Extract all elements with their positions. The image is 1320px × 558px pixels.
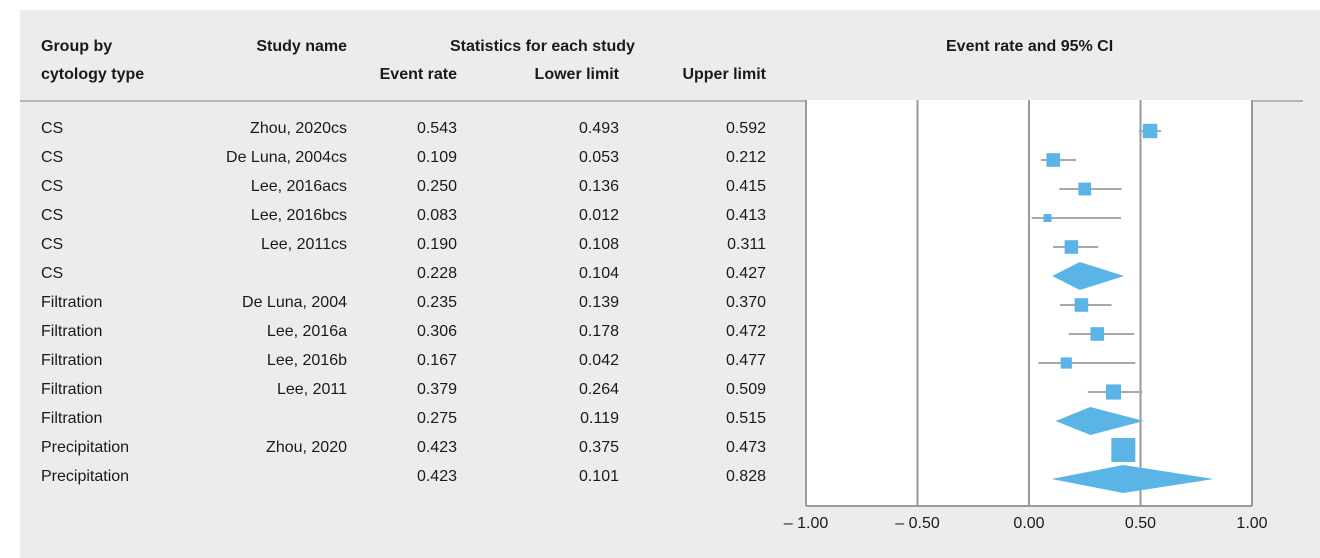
row-lower-limit: 0.264 (578, 381, 619, 398)
header-divider (20, 100, 1303, 102)
row-event-rate: 0.379 (416, 381, 457, 398)
x-tick-label: – 1.00 (784, 515, 829, 532)
row-upper-limit: 0.592 (725, 120, 766, 137)
row-study: Zhou, 2020cs (250, 120, 347, 137)
row-event-rate: 0.275 (416, 410, 457, 427)
summary-diamond (1055, 407, 1144, 435)
header-event-rate: Event rate (379, 66, 457, 83)
x-tick-label: 0.00 (1013, 515, 1044, 532)
row-study: Lee, 2016a (266, 323, 347, 340)
row-group: Filtration (41, 294, 103, 311)
row-upper-limit: 0.311 (727, 236, 766, 253)
row-lower-limit: 0.012 (578, 207, 619, 224)
row-study: Lee, 2016acs (250, 178, 347, 195)
study-marker (1111, 438, 1136, 462)
row-group: Filtration (41, 352, 103, 369)
row-lower-limit: 0.053 (578, 149, 619, 166)
data-marks (1031, 123, 1214, 493)
row-lower-limit: 0.139 (578, 294, 619, 311)
row-lower-limit: 0.493 (578, 120, 619, 137)
row-event-rate: 0.228 (416, 265, 457, 282)
x-tick-label: – 0.50 (895, 515, 940, 532)
row-upper-limit: 0.415 (725, 178, 766, 195)
study-marker (1064, 240, 1079, 254)
row-event-rate: 0.190 (416, 236, 457, 253)
summary-diamond (1052, 262, 1125, 290)
row-event-rate: 0.167 (416, 352, 457, 369)
row-study: De Luna, 2004cs (226, 149, 347, 166)
row-study: Lee, 2016b (266, 352, 347, 369)
row-event-rate: 0.423 (416, 439, 457, 456)
row-upper-limit: 0.509 (725, 381, 766, 398)
row-event-rate: 0.083 (416, 207, 457, 224)
row-group: CS (41, 207, 64, 224)
row-group: Precipitation (41, 439, 130, 456)
header-study-name: Study name (256, 38, 347, 55)
summary-diamond (1051, 465, 1214, 493)
gridlines (805, 100, 1253, 506)
study-marker (1090, 327, 1105, 341)
row-lower-limit: 0.178 (578, 323, 619, 340)
row-lower-limit: 0.104 (578, 265, 619, 282)
row-upper-limit: 0.472 (725, 323, 766, 340)
study-marker (1060, 357, 1072, 369)
row-study: Lee, 2011 (277, 381, 347, 398)
row-group: CS (41, 178, 64, 195)
row-group: CS (41, 149, 64, 166)
row-lower-limit: 0.375 (578, 439, 619, 456)
row-group: Filtration (41, 410, 103, 427)
x-tick-label: 1.00 (1236, 515, 1267, 532)
row-group: Filtration (41, 381, 103, 398)
row-lower-limit: 0.136 (578, 178, 619, 195)
row-lower-limit: 0.119 (580, 410, 619, 427)
row-lower-limit: 0.101 (578, 468, 619, 485)
row-event-rate: 0.109 (416, 149, 457, 166)
x-axis-ticks: – 1.00 – 0.50 0.00 0.50 1.00 (784, 505, 1268, 532)
header-lower-limit: Lower limit (534, 66, 619, 83)
x-tick-label: 0.50 (1125, 515, 1156, 532)
row-upper-limit: 0.413 (725, 207, 766, 224)
header-plot-title: Event rate and 95% CI (946, 38, 1114, 55)
header-statistics: Statistics for each study (450, 38, 635, 55)
row-study: Zhou, 2020 (266, 439, 347, 456)
row-event-rate: 0.423 (416, 468, 457, 485)
row-group: CS (41, 265, 64, 282)
row-group: CS (41, 236, 64, 253)
row-group: CS (41, 120, 64, 137)
row-event-rate: 0.250 (416, 178, 457, 195)
row-upper-limit: 0.828 (725, 468, 766, 485)
study-marker (1142, 123, 1158, 139)
header-upper-limit: Upper limit (682, 66, 766, 83)
study-marker (1078, 182, 1092, 196)
row-upper-limit: 0.427 (725, 265, 766, 282)
study-marker (1105, 384, 1122, 400)
row-group: Precipitation (41, 468, 130, 485)
row-upper-limit: 0.477 (725, 352, 766, 369)
row-event-rate: 0.543 (416, 120, 457, 137)
row-upper-limit: 0.515 (725, 410, 766, 427)
row-study: Lee, 2011cs (261, 236, 347, 253)
header-group-line2: cytology type (41, 66, 145, 83)
study-marker (1043, 214, 1052, 222)
row-upper-limit: 0.370 (725, 294, 766, 311)
row-study: De Luna, 2004 (242, 294, 347, 311)
header-group-line1: Group by (41, 38, 113, 55)
row-event-rate: 0.235 (416, 294, 457, 311)
study-marker (1074, 298, 1089, 312)
row-upper-limit: 0.212 (725, 149, 766, 166)
row-upper-limit: 0.473 (725, 439, 766, 456)
row-lower-limit: 0.042 (578, 352, 619, 369)
row-event-rate: 0.306 (416, 323, 457, 340)
row-lower-limit: 0.108 (578, 236, 619, 253)
row-group: Filtration (41, 323, 103, 340)
study-marker (1046, 153, 1061, 167)
row-study: Lee, 2016bcs (250, 207, 347, 224)
